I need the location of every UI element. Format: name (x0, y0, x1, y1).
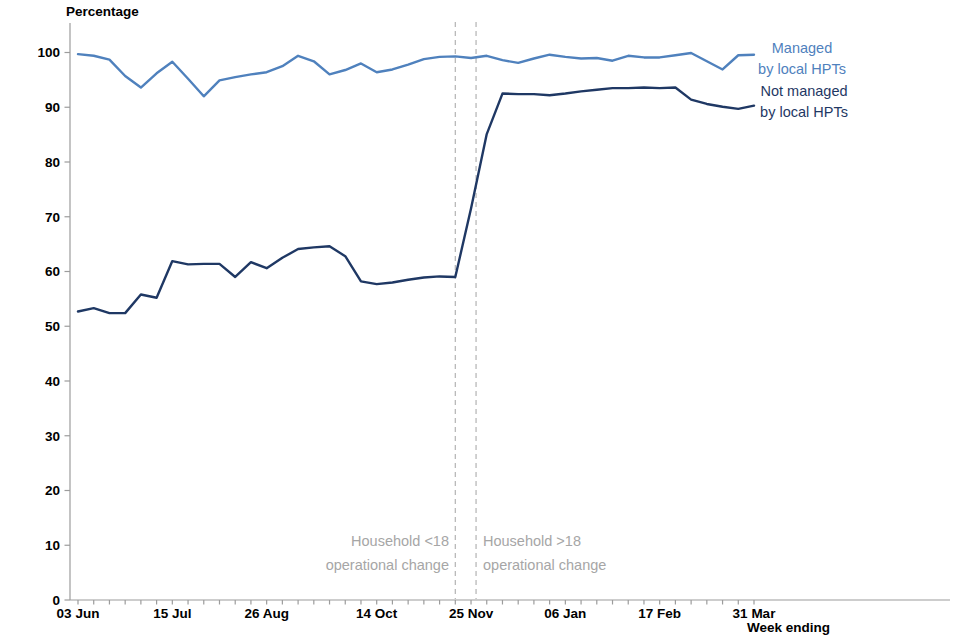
y-axis-title: Percentage (66, 4, 139, 19)
x-tick-label: 31 Mar (733, 606, 777, 621)
legend-managed: Managed by local HPTs (737, 38, 867, 80)
x-tick-label: 15 Jul (153, 606, 191, 621)
series-line-not-managed (78, 88, 754, 314)
annotation-under18-line2: operational change (326, 554, 449, 578)
annotation-under18-line1: Household <18 (326, 530, 449, 554)
x-axis-title: Week ending (747, 620, 830, 635)
legend-managed-line2: by local HPTs (737, 59, 867, 80)
y-tick-label: 10 (45, 538, 60, 553)
x-tick-label: 26 Aug (244, 606, 289, 621)
y-tick-label: 20 (45, 483, 60, 498)
annotation-over18-line2: operational change (483, 554, 606, 578)
y-tick-label: 30 (45, 429, 60, 444)
x-tick-label: 03 Jun (57, 606, 100, 621)
annotation-household-under18: Household <18 operational change (326, 530, 449, 577)
y-tick-label: 90 (45, 100, 60, 115)
annotation-over18-line1: Household >18 (483, 530, 606, 554)
y-tick-label: 40 (45, 374, 60, 389)
x-tick-label: 14 Oct (356, 606, 398, 621)
legend-not-managed: Not managed by local HPTs (739, 81, 869, 123)
x-tick-label: 06 Jan (544, 606, 586, 621)
legend-not-managed-line2: by local HPTs (739, 102, 869, 123)
y-tick-label: 50 (45, 319, 60, 334)
x-tick-label: 17 Feb (638, 606, 681, 621)
legend-managed-line1: Managed (737, 38, 867, 59)
x-tick-label: 25 Nov (449, 606, 494, 621)
y-tick-label: 100 (37, 45, 60, 60)
y-tick-label: 70 (45, 210, 60, 225)
series-line-managed (78, 53, 754, 96)
annotation-household-over18: Household >18 operational change (483, 530, 606, 577)
y-tick-label: 80 (45, 155, 60, 170)
chart-page: Percentage 010203040506070809010003 Jun1… (0, 0, 960, 640)
y-tick-label: 60 (45, 264, 60, 279)
legend-not-managed-line1: Not managed (739, 81, 869, 102)
